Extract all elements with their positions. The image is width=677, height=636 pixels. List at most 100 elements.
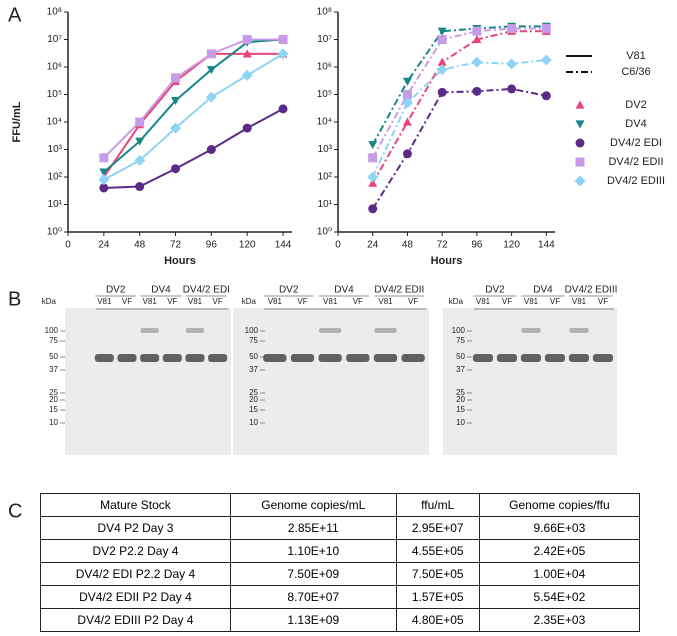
lane-label: VF — [297, 297, 307, 306]
y-axis-label: FFU/mL — [11, 101, 23, 142]
legend-marker — [575, 157, 585, 167]
marker — [402, 149, 412, 159]
marker — [135, 117, 145, 127]
y-tick-label: 10⁸ — [317, 7, 332, 18]
marker — [98, 174, 110, 186]
ladder-label: 25 — [249, 388, 258, 397]
series-line — [371, 58, 547, 178]
table-cell: DV4 P2 Day 3 — [40, 516, 231, 540]
group-label: DV2 — [279, 285, 299, 296]
marker — [134, 154, 146, 166]
marker — [171, 73, 181, 83]
marker — [206, 145, 216, 154]
lane-label: V81 — [143, 297, 158, 306]
ladder-label: 100 — [245, 326, 259, 335]
lane-label: V81 — [572, 297, 587, 306]
marker — [278, 35, 288, 44]
ladder-label: 75 — [456, 336, 465, 345]
marker — [368, 153, 378, 163]
lane-label: V81 — [378, 297, 393, 306]
kda-label: kDa — [42, 297, 57, 306]
marker — [368, 178, 378, 187]
x-tick-label: 48 — [402, 240, 414, 251]
ladder-label: 37 — [49, 365, 58, 374]
lane-label: VF — [408, 297, 418, 306]
kda-label: kDa — [242, 297, 257, 306]
series-line — [371, 27, 547, 159]
marker — [541, 24, 551, 34]
series-line — [103, 38, 284, 159]
blot-band — [520, 354, 542, 362]
group-label: DV4/2 EDI — [183, 285, 230, 296]
blot-band — [263, 354, 287, 362]
y-tick-label: 10⁰ — [47, 227, 62, 238]
marker — [437, 57, 447, 66]
lane-label: V81 — [323, 297, 338, 306]
series-line — [371, 30, 547, 184]
x-tick-label: 96 — [471, 240, 483, 251]
marker — [99, 183, 109, 193]
y-tick-label: 10⁴ — [47, 117, 62, 128]
table-row: Mature Stock Genome copies/mL ffu/mL Genome… — [40, 493, 641, 517]
panel-label: B — [8, 288, 21, 310]
ladder-label: 15 — [49, 405, 58, 414]
panel-label: C — [8, 500, 22, 522]
legend-label: DV4/2 EDIII — [607, 175, 665, 187]
table-row: DV4/2 EDI P2.2 Day 4 7.50E+09 7.50E+05 1.00… — [40, 562, 641, 586]
ladder-label: 15 — [456, 405, 465, 414]
table-cell: DV4/2 EDIII P2 Day 4 — [40, 608, 231, 632]
legend-marker — [575, 138, 585, 148]
blot-band — [162, 354, 182, 362]
marker — [402, 117, 412, 126]
x-tick-label: 144 — [538, 240, 555, 251]
marker — [506, 58, 518, 70]
marker — [367, 171, 379, 183]
blot-band — [290, 354, 315, 362]
y-tick-label: 10⁰ — [317, 227, 332, 238]
table-cell: Genome copies/ffu — [478, 493, 641, 517]
ladder-label: 100 — [45, 326, 59, 335]
ladder-label: 75 — [249, 336, 258, 345]
x-tick-label: 96 — [206, 240, 218, 251]
marker — [402, 90, 412, 99]
table-cell: 2.85E+11 — [229, 516, 397, 540]
marker — [278, 104, 288, 114]
table-cell: 5.54E+02 — [478, 585, 641, 609]
marker — [99, 168, 109, 177]
lane-label: VF — [213, 297, 223, 306]
table-cell: 2.95E+07 — [395, 516, 480, 540]
marker — [135, 137, 145, 146]
blot-band — [208, 354, 228, 362]
ladder-label: 25 — [49, 388, 58, 397]
y-tick-label: 10¹ — [48, 199, 63, 210]
x-tick-label: 120 — [503, 240, 520, 251]
blot-band — [346, 354, 370, 362]
blot-band — [521, 328, 541, 333]
blot-band — [185, 328, 205, 333]
marker — [135, 182, 145, 192]
table-row: DV4 P2 Day 3 2.85E+11 2.95E+07 9.66E+03 — [40, 516, 641, 540]
table-cell: 1.13E+09 — [229, 608, 397, 632]
blot-band — [140, 354, 160, 362]
ladder-label: 37 — [456, 365, 465, 374]
table-cell: 4.55E+05 — [395, 539, 480, 563]
blot-band — [401, 354, 425, 362]
marker — [472, 26, 482, 36]
table-cell: DV4/2 EDII P2 Day 4 — [40, 585, 231, 609]
series-line — [103, 38, 284, 173]
y-tick-label: 10³ — [318, 144, 333, 155]
blot-band — [472, 354, 494, 362]
lane-label: V81 — [524, 297, 539, 306]
marker — [368, 204, 378, 214]
lane-label: VF — [167, 297, 177, 306]
ladder-label: 100 — [452, 326, 466, 335]
x-tick-label: 72 — [170, 240, 182, 251]
marker — [540, 54, 552, 66]
ladder-label: 50 — [49, 352, 58, 361]
ladder-label: 20 — [249, 395, 258, 404]
table-cell: 8.70E+07 — [229, 585, 397, 609]
table-cell: 2.42E+05 — [478, 539, 641, 563]
legend-label: DV4/2 EDII — [608, 156, 663, 168]
group-label: DV4 — [533, 285, 553, 296]
y-tick-label: 10⁸ — [47, 7, 62, 18]
